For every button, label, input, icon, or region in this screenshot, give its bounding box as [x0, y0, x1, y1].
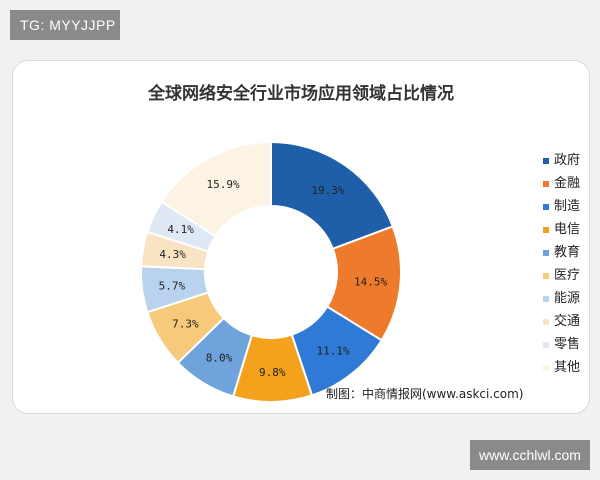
legend-label: 其他 — [554, 360, 581, 375]
legend-swatch — [543, 272, 549, 279]
legend-item-7: 交通 — [543, 310, 600, 333]
legend-label: 能源 — [554, 291, 581, 306]
slice-label-9: 15.9% — [207, 178, 240, 191]
slice-label-2: 11.1% — [316, 344, 349, 357]
chart-source: 制图：中商情报网(www.askci.com) — [326, 387, 524, 401]
legend-item-4: 教育 — [543, 241, 600, 264]
legend-swatch — [543, 226, 549, 233]
legend-swatch — [543, 295, 549, 302]
legend-swatch — [543, 157, 549, 164]
legend-item-1: 金融 — [543, 172, 600, 195]
chart-card: 全球网络安全行业市场应用领域占比情况 19.3% 14.5% 11.1% 9.8% 8.… — [12, 60, 590, 414]
legend-label: 金融 — [554, 176, 581, 191]
legend-item-2: 制造 — [543, 195, 600, 218]
legend-item-0: 政府 — [543, 149, 600, 172]
legend-label: 交通 — [554, 314, 581, 329]
slice-label-3: 9.8% — [259, 366, 286, 379]
legend-swatch — [543, 364, 549, 371]
legend-label: 制造 — [554, 199, 581, 214]
donut-chart: 19.3% 14.5% 11.1% 9.8% 8.0% 7.3% 5.7% 4.3% 4.1% 1… — [140, 140, 402, 403]
legend-swatch — [543, 341, 549, 348]
legend-swatch — [543, 203, 549, 210]
legend-swatch — [543, 249, 549, 256]
legend-swatch — [543, 318, 549, 325]
slice-label-4: 8.0% — [206, 351, 233, 364]
legend-label: 政府 — [554, 153, 581, 168]
slice-0 — [270, 140, 395, 251]
tg-label: TG: MYYJJPP — [10, 10, 120, 40]
slice-label-0: 19.3% — [311, 184, 344, 197]
slice-label-1: 14.5% — [354, 276, 387, 289]
chart-legend: 政府金融制造电信教育医疗能源交通零售其他 — [543, 149, 600, 379]
chart-title: 全球网络安全行业市场应用领域占比情况 — [148, 84, 454, 104]
site-url-label: www.cchlwl.com — [470, 440, 590, 470]
legend-item-8: 零售 — [543, 333, 600, 356]
slice-9 — [160, 140, 272, 238]
slice-label-7: 4.3% — [159, 248, 186, 261]
legend-item-9: 其他 — [543, 356, 600, 379]
legend-item-6: 能源 — [543, 287, 600, 310]
slice-label-5: 7.3% — [172, 318, 199, 331]
slice-label-6: 5.7% — [159, 279, 186, 292]
legend-label: 电信 — [554, 222, 581, 237]
legend-item-5: 医疗 — [543, 264, 600, 287]
legend-label: 医疗 — [554, 268, 581, 283]
legend-label: 教育 — [554, 245, 581, 260]
legend-item-3: 电信 — [543, 218, 600, 241]
slice-label-8: 4.1% — [167, 223, 194, 236]
legend-label: 零售 — [554, 337, 581, 352]
legend-swatch — [543, 180, 549, 187]
